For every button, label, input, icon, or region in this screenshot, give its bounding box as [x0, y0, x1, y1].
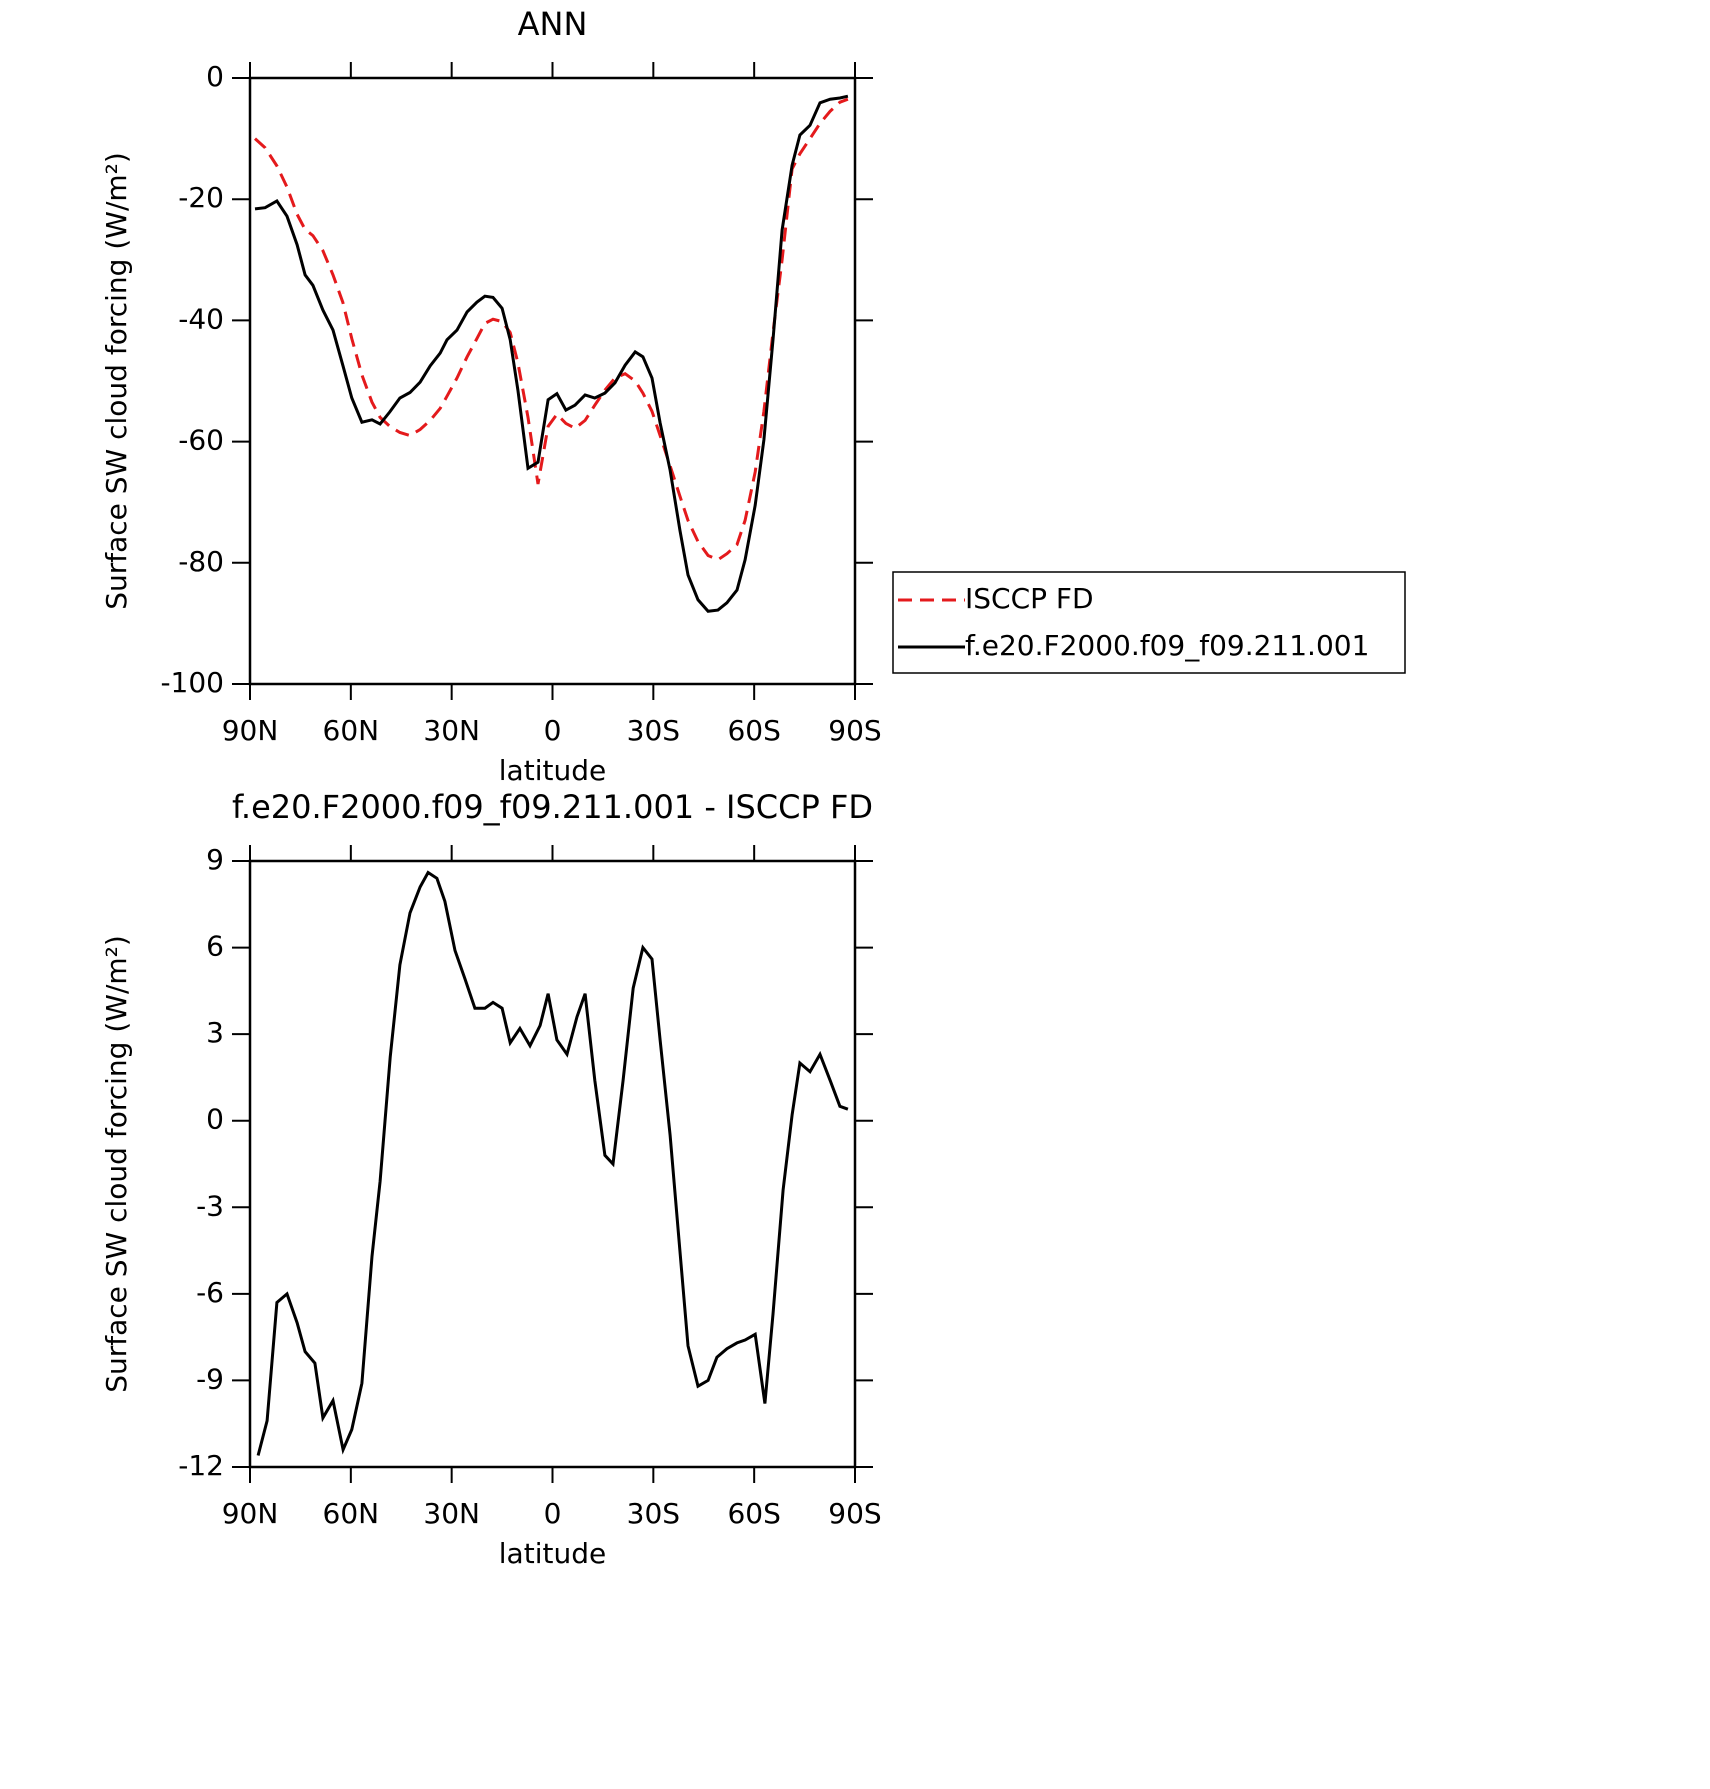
legend-box [892, 571, 1406, 674]
data-line [256, 870, 849, 1456]
x-tick-label: 90S [828, 714, 881, 747]
y-tick-label: -3 [196, 1189, 224, 1222]
data-line [253, 97, 849, 562]
y-axis-label: Surface SW cloud forcing (W/m²) [100, 935, 133, 1393]
chart-title: ANN [518, 5, 588, 43]
x-tick-label: 30S [627, 1497, 680, 1530]
x-tick-label: 0 [544, 714, 562, 747]
legend-label: ISCCP FD [965, 582, 1094, 615]
y-axis-label: Surface SW cloud forcing (W/m²) [100, 152, 133, 610]
x-tick-label: 30N [423, 714, 480, 747]
x-tick-label: 90N [222, 714, 279, 747]
y-tick-label: -60 [178, 424, 224, 457]
plot-frame [248, 76, 857, 686]
x-tick-label: 90N [222, 1497, 279, 1530]
x-tick-label: 60S [727, 714, 780, 747]
x-axis-label: latitude [499, 754, 606, 787]
y-tick-label: -20 [178, 181, 224, 214]
plot-frame [248, 859, 857, 1469]
x-tick-label: 30N [423, 1497, 480, 1530]
y-tick-label: 9 [206, 843, 224, 876]
x-tick-label: 60N [323, 1497, 380, 1530]
x-tick-label: 60N [323, 714, 380, 747]
x-tick-label: 60S [727, 1497, 780, 1530]
legend-label: f.e20.F2000.f09_f09.211.001 [965, 629, 1369, 662]
x-tick-label: 30S [627, 714, 680, 747]
y-tick-label: 3 [206, 1016, 224, 1049]
y-tick-label: -100 [160, 666, 224, 699]
y-tick-label: 6 [206, 930, 224, 963]
y-tick-label: 0 [206, 60, 224, 93]
y-tick-label: -9 [196, 1362, 224, 1395]
x-axis-label: latitude [499, 1537, 606, 1570]
y-tick-label: -40 [178, 302, 224, 335]
x-tick-label: 0 [544, 1497, 562, 1530]
chart-title: f.e20.F2000.f09_f09.211.001 - ISCCP FD [232, 788, 873, 826]
y-tick-label: -6 [196, 1276, 224, 1309]
y-tick-label: -80 [178, 545, 224, 578]
y-tick-label: 0 [206, 1103, 224, 1136]
y-tick-label: -12 [178, 1449, 224, 1482]
x-tick-label: 90S [828, 1497, 881, 1530]
data-line [254, 94, 849, 613]
